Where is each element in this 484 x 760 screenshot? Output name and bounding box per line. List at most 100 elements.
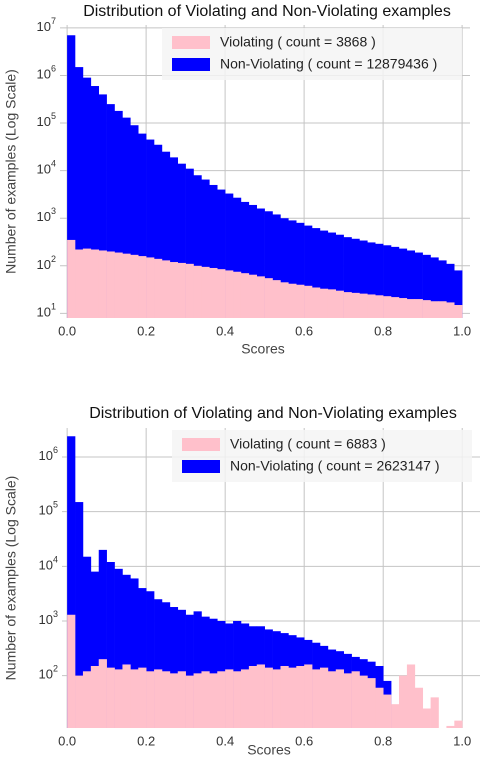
histogram-bar xyxy=(138,588,147,728)
histogram-bar xyxy=(122,664,131,728)
histogram-bar xyxy=(327,671,337,728)
histogram-bar xyxy=(154,144,163,318)
histogram-bar xyxy=(185,168,194,318)
histogram-bar xyxy=(438,260,447,318)
y-tick-label: 102 xyxy=(37,254,56,272)
histogram-bar xyxy=(98,659,107,728)
histogram-bar xyxy=(414,252,423,318)
histogram-bar xyxy=(446,725,455,728)
histogram-bar xyxy=(391,297,400,318)
histogram-bar xyxy=(367,242,376,318)
histogram-bar xyxy=(240,273,250,318)
histogram-bar xyxy=(312,228,321,318)
histogram-bar xyxy=(75,249,84,318)
histogram-bar xyxy=(359,675,368,728)
histogram-bar xyxy=(169,262,179,318)
histogram-bar xyxy=(169,607,179,728)
histogram-bar xyxy=(343,237,352,318)
y-axis-label: Number of examples (Log Scale) xyxy=(3,69,19,274)
histogram-bar xyxy=(391,246,400,318)
y-tick-label: 106 xyxy=(37,64,56,82)
histogram-bar xyxy=(304,664,313,728)
x-tick-label: 0.8 xyxy=(374,733,392,748)
histogram-bar xyxy=(209,267,218,318)
histogram-bar xyxy=(256,208,265,318)
histogram-bar xyxy=(193,673,202,728)
y-axis-label: Number of examples (Log Scale) xyxy=(3,476,19,681)
histogram-bar xyxy=(177,609,186,728)
histogram-bar xyxy=(82,248,92,318)
histogram-bar xyxy=(351,238,360,318)
x-tick-label: 0.6 xyxy=(295,733,313,748)
histogram-bar xyxy=(351,671,360,728)
x-tick-label: 0.0 xyxy=(58,323,76,338)
histogram-bar xyxy=(225,193,234,318)
histogram-bar xyxy=(446,302,455,318)
histogram-bar xyxy=(430,697,439,728)
histogram-bar xyxy=(248,274,258,318)
histogram-bar xyxy=(296,284,305,318)
histogram-bar xyxy=(454,305,463,318)
histogram-bar xyxy=(288,283,297,318)
histogram-bar xyxy=(280,282,289,318)
histogram-bar xyxy=(422,300,431,318)
histogram-bar xyxy=(288,667,297,728)
histogram-bar xyxy=(359,293,368,318)
histogram-bar xyxy=(154,599,163,728)
y-tick-label: 104 xyxy=(37,159,56,177)
legend-swatch xyxy=(172,58,210,71)
histogram-bar xyxy=(240,669,250,728)
histogram-bar xyxy=(406,299,416,318)
histogram-bar xyxy=(217,269,226,318)
chart-title: Distribution of Violating and Non-Violat… xyxy=(83,3,451,20)
y-tick-label: 106 xyxy=(39,445,58,463)
histogram-bar xyxy=(98,250,107,318)
histogram-bar xyxy=(161,671,171,728)
histogram-bar xyxy=(430,301,439,318)
histogram-bar xyxy=(422,708,431,728)
histogram-bar xyxy=(169,157,179,318)
histogram-bar xyxy=(446,263,455,318)
legend-swatch xyxy=(182,460,220,473)
histogram-bar xyxy=(138,133,147,318)
histogram-bar xyxy=(161,602,171,728)
x-tick-label: 0.2 xyxy=(137,323,155,338)
histogram-bar xyxy=(130,254,139,318)
histogram-bar xyxy=(193,175,202,318)
histogram-bar xyxy=(264,211,273,318)
histogram-bar xyxy=(75,675,84,728)
histogram-bar xyxy=(240,201,250,318)
histogram-bar xyxy=(272,669,281,728)
histogram-bar xyxy=(67,239,76,318)
histogram-bar xyxy=(106,562,115,728)
histogram-bar xyxy=(272,280,281,318)
legend-label: Non-Violating ( count = 12879436 ) xyxy=(220,56,437,72)
histogram-bar xyxy=(399,675,408,728)
histogram-bar xyxy=(177,163,186,318)
histogram-bar xyxy=(280,665,289,728)
histogram-bar xyxy=(201,671,210,728)
legend-swatch xyxy=(182,438,220,451)
histogram-bar xyxy=(296,665,305,728)
histogram-bar xyxy=(272,214,281,318)
histogram-bar xyxy=(248,665,258,728)
histogram-bar xyxy=(375,243,384,318)
histogram-bar xyxy=(114,568,123,728)
histogram-bar xyxy=(106,251,115,318)
histogram-bar xyxy=(296,222,305,318)
histogram-bar xyxy=(90,571,100,728)
histogram-bar xyxy=(256,664,265,728)
y-tick-label: 105 xyxy=(39,500,58,518)
histogram-bar xyxy=(359,240,368,318)
histogram-bar xyxy=(406,250,416,318)
legend-swatch xyxy=(172,36,210,49)
x-axis-label: Scores xyxy=(241,341,285,357)
histogram-bar xyxy=(138,667,147,728)
histogram-bar xyxy=(335,234,344,318)
x-axis-label: Scores xyxy=(247,742,291,758)
histogram-bar xyxy=(288,220,297,318)
histogram-bar xyxy=(146,591,155,728)
histogram-bar xyxy=(98,549,107,728)
histogram-bar xyxy=(82,77,92,318)
